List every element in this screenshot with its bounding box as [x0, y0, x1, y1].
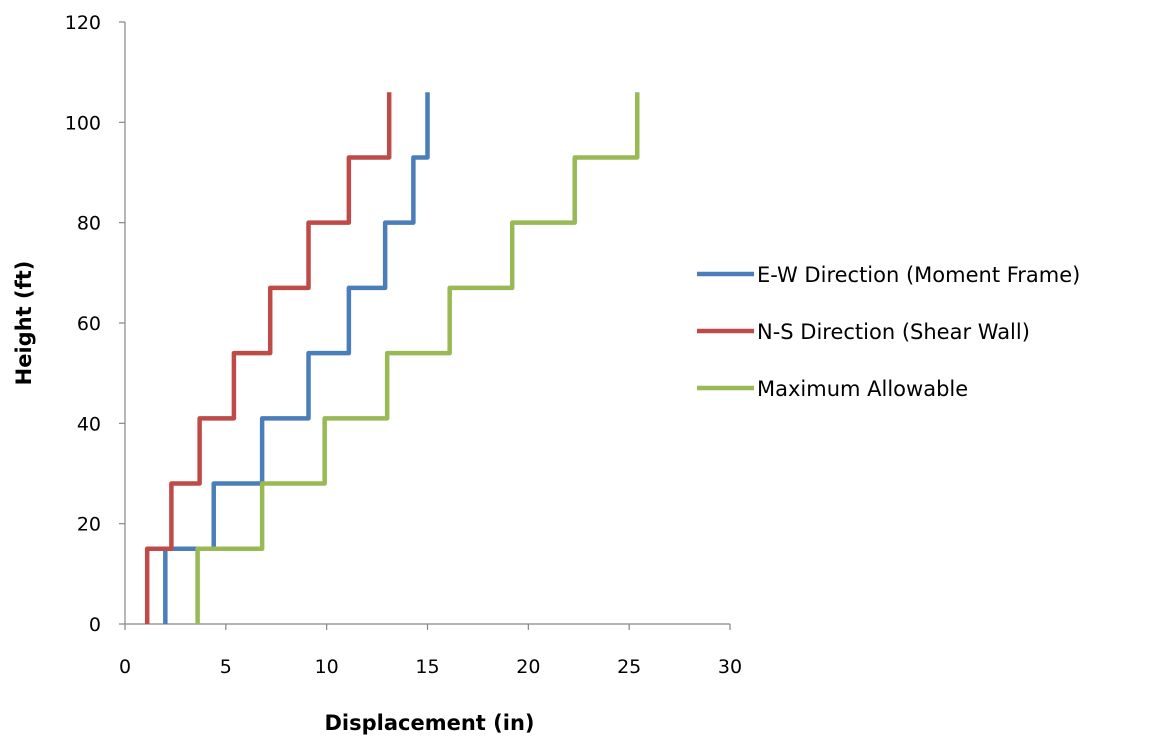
series-line-1: [163, 92, 430, 624]
y-tick-label: 100: [65, 112, 101, 134]
x-axis-title: Displacement (in): [325, 711, 535, 735]
series-line-3: [195, 92, 640, 624]
legend-label: E-W Direction (Moment Frame): [757, 263, 1080, 287]
x-tick-label: 10: [315, 656, 339, 678]
legend: E-W Direction (Moment Frame) N-S Directio…: [697, 263, 1080, 401]
y-axis-title: Height (ft): [12, 261, 36, 386]
legend-label: Maximum Allowable: [757, 377, 968, 401]
x-tick-label: 30: [718, 656, 742, 678]
axes: 0 20 40 60 80 100 120 0 5 10 15 20 25 30: [65, 12, 742, 678]
y-tick-label: 20: [77, 514, 101, 536]
x-tick-label: 0: [119, 656, 131, 678]
x-tick-label: 20: [516, 656, 540, 678]
y-tick-label: 120: [65, 12, 101, 34]
series-line-2: [144, 92, 392, 624]
x-tick-label: 25: [617, 656, 641, 678]
y-tick-label: 40: [77, 413, 101, 435]
y-tick-label: 0: [89, 614, 101, 636]
x-tick-label: 5: [220, 656, 232, 678]
x-tick-label: 15: [415, 656, 439, 678]
legend-label: N-S Direction (Shear Wall): [757, 320, 1030, 344]
y-tick-label: 80: [77, 213, 101, 235]
y-tick-label: 60: [77, 313, 101, 335]
series-group: [144, 92, 640, 624]
